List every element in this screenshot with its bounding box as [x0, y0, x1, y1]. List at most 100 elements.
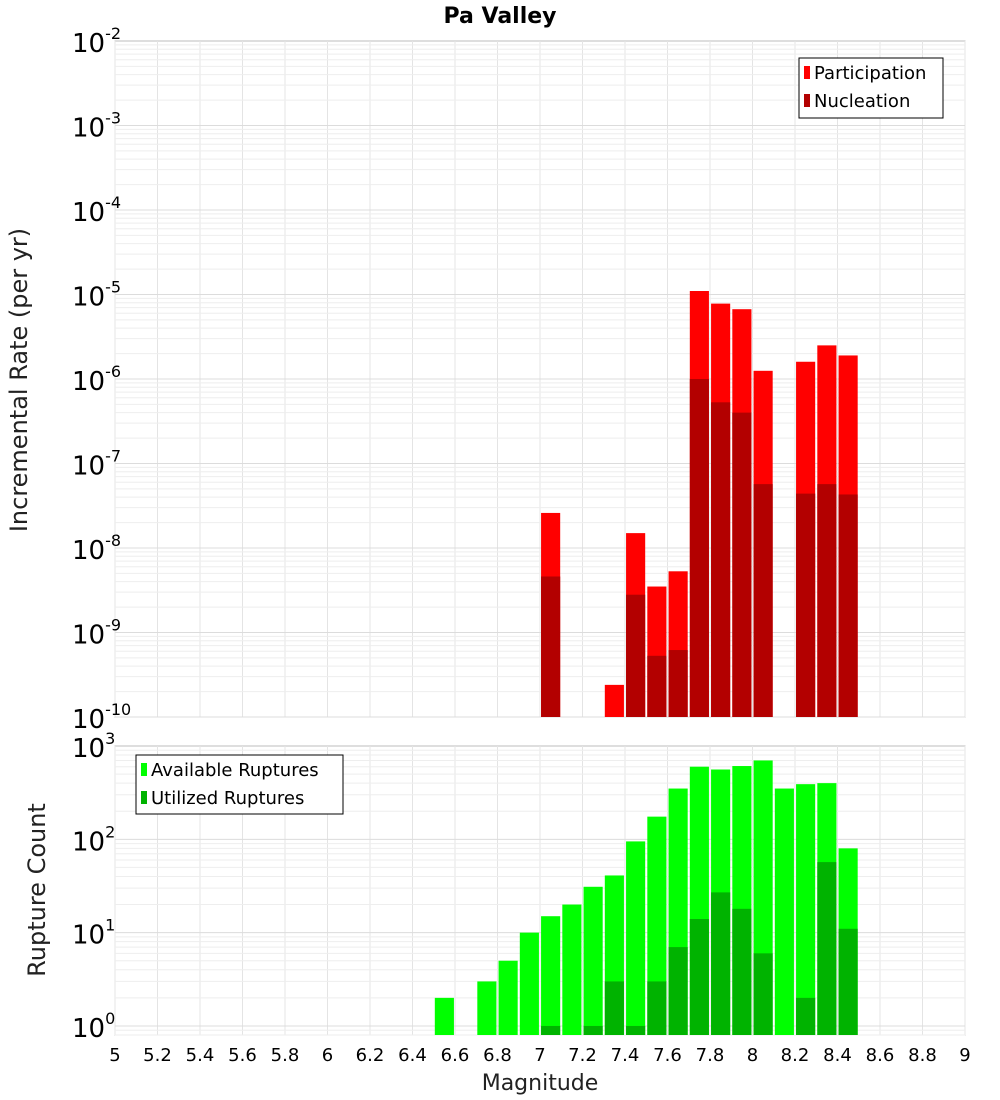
- rate-panel: 10-210-310-410-510-610-710-810-910-10 In…: [5, 24, 966, 735]
- y-tick-exponent: -8: [105, 531, 121, 550]
- x-tick-label: 7: [534, 1045, 545, 1066]
- y-tick-exponent: -5: [105, 278, 121, 297]
- utilized-ruptures-bar: [753, 953, 773, 1035]
- legend-box: [798, 57, 944, 119]
- y-tick-exponent: 2: [105, 822, 115, 841]
- y-tick-base: 10: [72, 921, 105, 951]
- available-ruptures-bar: [434, 997, 454, 1035]
- x-tick-label: 6.8: [483, 1045, 512, 1066]
- rupture-bars: [434, 760, 858, 1035]
- y-tick-base: 10: [72, 536, 105, 566]
- x-tick-label: 5.2: [143, 1045, 172, 1066]
- legend-swatch: [141, 791, 147, 804]
- x-tick-label: 9: [959, 1045, 970, 1066]
- y-tick-exponent: -9: [105, 616, 121, 635]
- rupture-y-axis-label: Rupture Count: [23, 803, 51, 977]
- x-tick-label: 7.6: [653, 1045, 682, 1066]
- utilized-ruptures-bar: [732, 908, 752, 1035]
- utilized-ruptures-bar: [583, 1025, 603, 1035]
- available-ruptures-bar: [562, 904, 582, 1035]
- legend-swatch: [804, 66, 810, 79]
- legend-label: Participation: [814, 63, 926, 84]
- y-tick-exponent: -7: [105, 447, 121, 466]
- y-tick-label: 10-9: [72, 616, 121, 651]
- available-ruptures-bar: [626, 841, 646, 1035]
- x-tick-label: 8: [747, 1045, 758, 1066]
- available-ruptures-bar: [477, 981, 497, 1035]
- y-tick-base: 10: [72, 827, 105, 857]
- available-ruptures-bar: [796, 784, 816, 1035]
- y-tick-label: 10-3: [72, 109, 121, 144]
- chart-title: Pa Valley: [443, 4, 556, 29]
- legend-label: Nucleation: [814, 91, 910, 112]
- y-tick-exponent: -4: [105, 193, 121, 212]
- y-tick-base: 10: [72, 621, 105, 651]
- y-tick-exponent: 1: [105, 916, 115, 935]
- x-tick-label: 6.4: [398, 1045, 427, 1066]
- legend-box: [135, 754, 344, 815]
- nucleation-bar: [668, 650, 688, 717]
- utilized-ruptures-bar: [796, 997, 816, 1035]
- x-tick-label: 8.2: [781, 1045, 810, 1066]
- x-axis-label: Magnitude: [482, 1071, 599, 1096]
- y-tick-label: 10-10: [72, 700, 131, 735]
- utilized-ruptures-bar: [668, 947, 688, 1035]
- utilized-ruptures-bar: [817, 862, 837, 1035]
- rate-y-tick-labels: 10-210-310-410-510-610-710-810-910-10: [72, 24, 131, 735]
- available-ruptures-bar: [647, 816, 667, 1035]
- nucleation-bar: [689, 379, 709, 717]
- nucleation-bar: [647, 655, 667, 717]
- rate-y-axis-label: Incremental Rate (per yr): [5, 228, 33, 532]
- y-tick-base: 10: [72, 734, 105, 764]
- legend-swatch: [804, 94, 810, 107]
- nucleation-bar: [753, 484, 773, 717]
- nucleation-bar: [796, 493, 816, 717]
- utilized-ruptures-bar: [626, 1025, 646, 1035]
- y-tick-base: 10: [72, 283, 105, 313]
- y-tick-base: 10: [72, 1014, 105, 1044]
- available-ruptures-bar: [498, 960, 518, 1035]
- x-tick-labels: 5 5.2 5.4 5.6 5.8 6 6.2 6.4 6.6 6.8 7 7.2 7.4 7.6 7.8 8…: [109, 1045, 970, 1066]
- x-tick-label: 6.6: [441, 1045, 470, 1066]
- rate-legend: Participation Nucleation: [798, 57, 944, 119]
- y-tick-base: 10: [72, 705, 105, 735]
- y-tick-base: 10: [72, 29, 105, 59]
- utilized-ruptures-bar: [689, 919, 709, 1035]
- y-tick-label: 10-5: [72, 278, 121, 313]
- y-tick-base: 10: [72, 198, 105, 228]
- x-tick-label: 6: [322, 1045, 333, 1066]
- x-tick-label: 5.8: [271, 1045, 300, 1066]
- nucleation-bar: [732, 412, 752, 717]
- y-tick-base: 10: [72, 367, 105, 397]
- available-ruptures-bar: [583, 886, 603, 1035]
- legend-label: Utilized Ruptures: [151, 788, 304, 809]
- y-tick-exponent: -6: [105, 362, 121, 381]
- y-tick-label: 103: [72, 729, 115, 764]
- legend-label: Available Ruptures: [151, 760, 319, 781]
- utilized-ruptures-bar: [838, 928, 858, 1035]
- y-tick-label: 10-2: [72, 24, 121, 59]
- y-tick-exponent: -3: [105, 109, 121, 128]
- y-tick-exponent: 3: [105, 729, 115, 748]
- available-ruptures-bar: [541, 916, 561, 1035]
- nucleation-bar: [626, 594, 646, 717]
- x-tick-label: 7.2: [568, 1045, 597, 1066]
- participation-bar: [604, 684, 624, 717]
- y-tick-base: 10: [72, 452, 105, 482]
- y-tick-label: 102: [72, 822, 115, 857]
- nucleation-bar: [817, 484, 837, 717]
- x-tick-label: 5.4: [186, 1045, 215, 1066]
- rate-gridlines: [114, 41, 966, 718]
- utilized-ruptures-bar: [711, 892, 731, 1035]
- y-tick-exponent: 0: [105, 1009, 115, 1028]
- rupture-legend: Available Ruptures Utilized Ruptures: [135, 754, 344, 815]
- x-tick-label: 5.6: [228, 1045, 257, 1066]
- utilized-ruptures-bar: [647, 981, 667, 1035]
- x-tick-label: 8.6: [866, 1045, 895, 1066]
- y-tick-label: 10-8: [72, 531, 121, 566]
- y-tick-exponent: -10: [105, 700, 131, 719]
- x-tick-label: 7.8: [696, 1045, 725, 1066]
- utilized-ruptures-bar: [541, 1025, 561, 1035]
